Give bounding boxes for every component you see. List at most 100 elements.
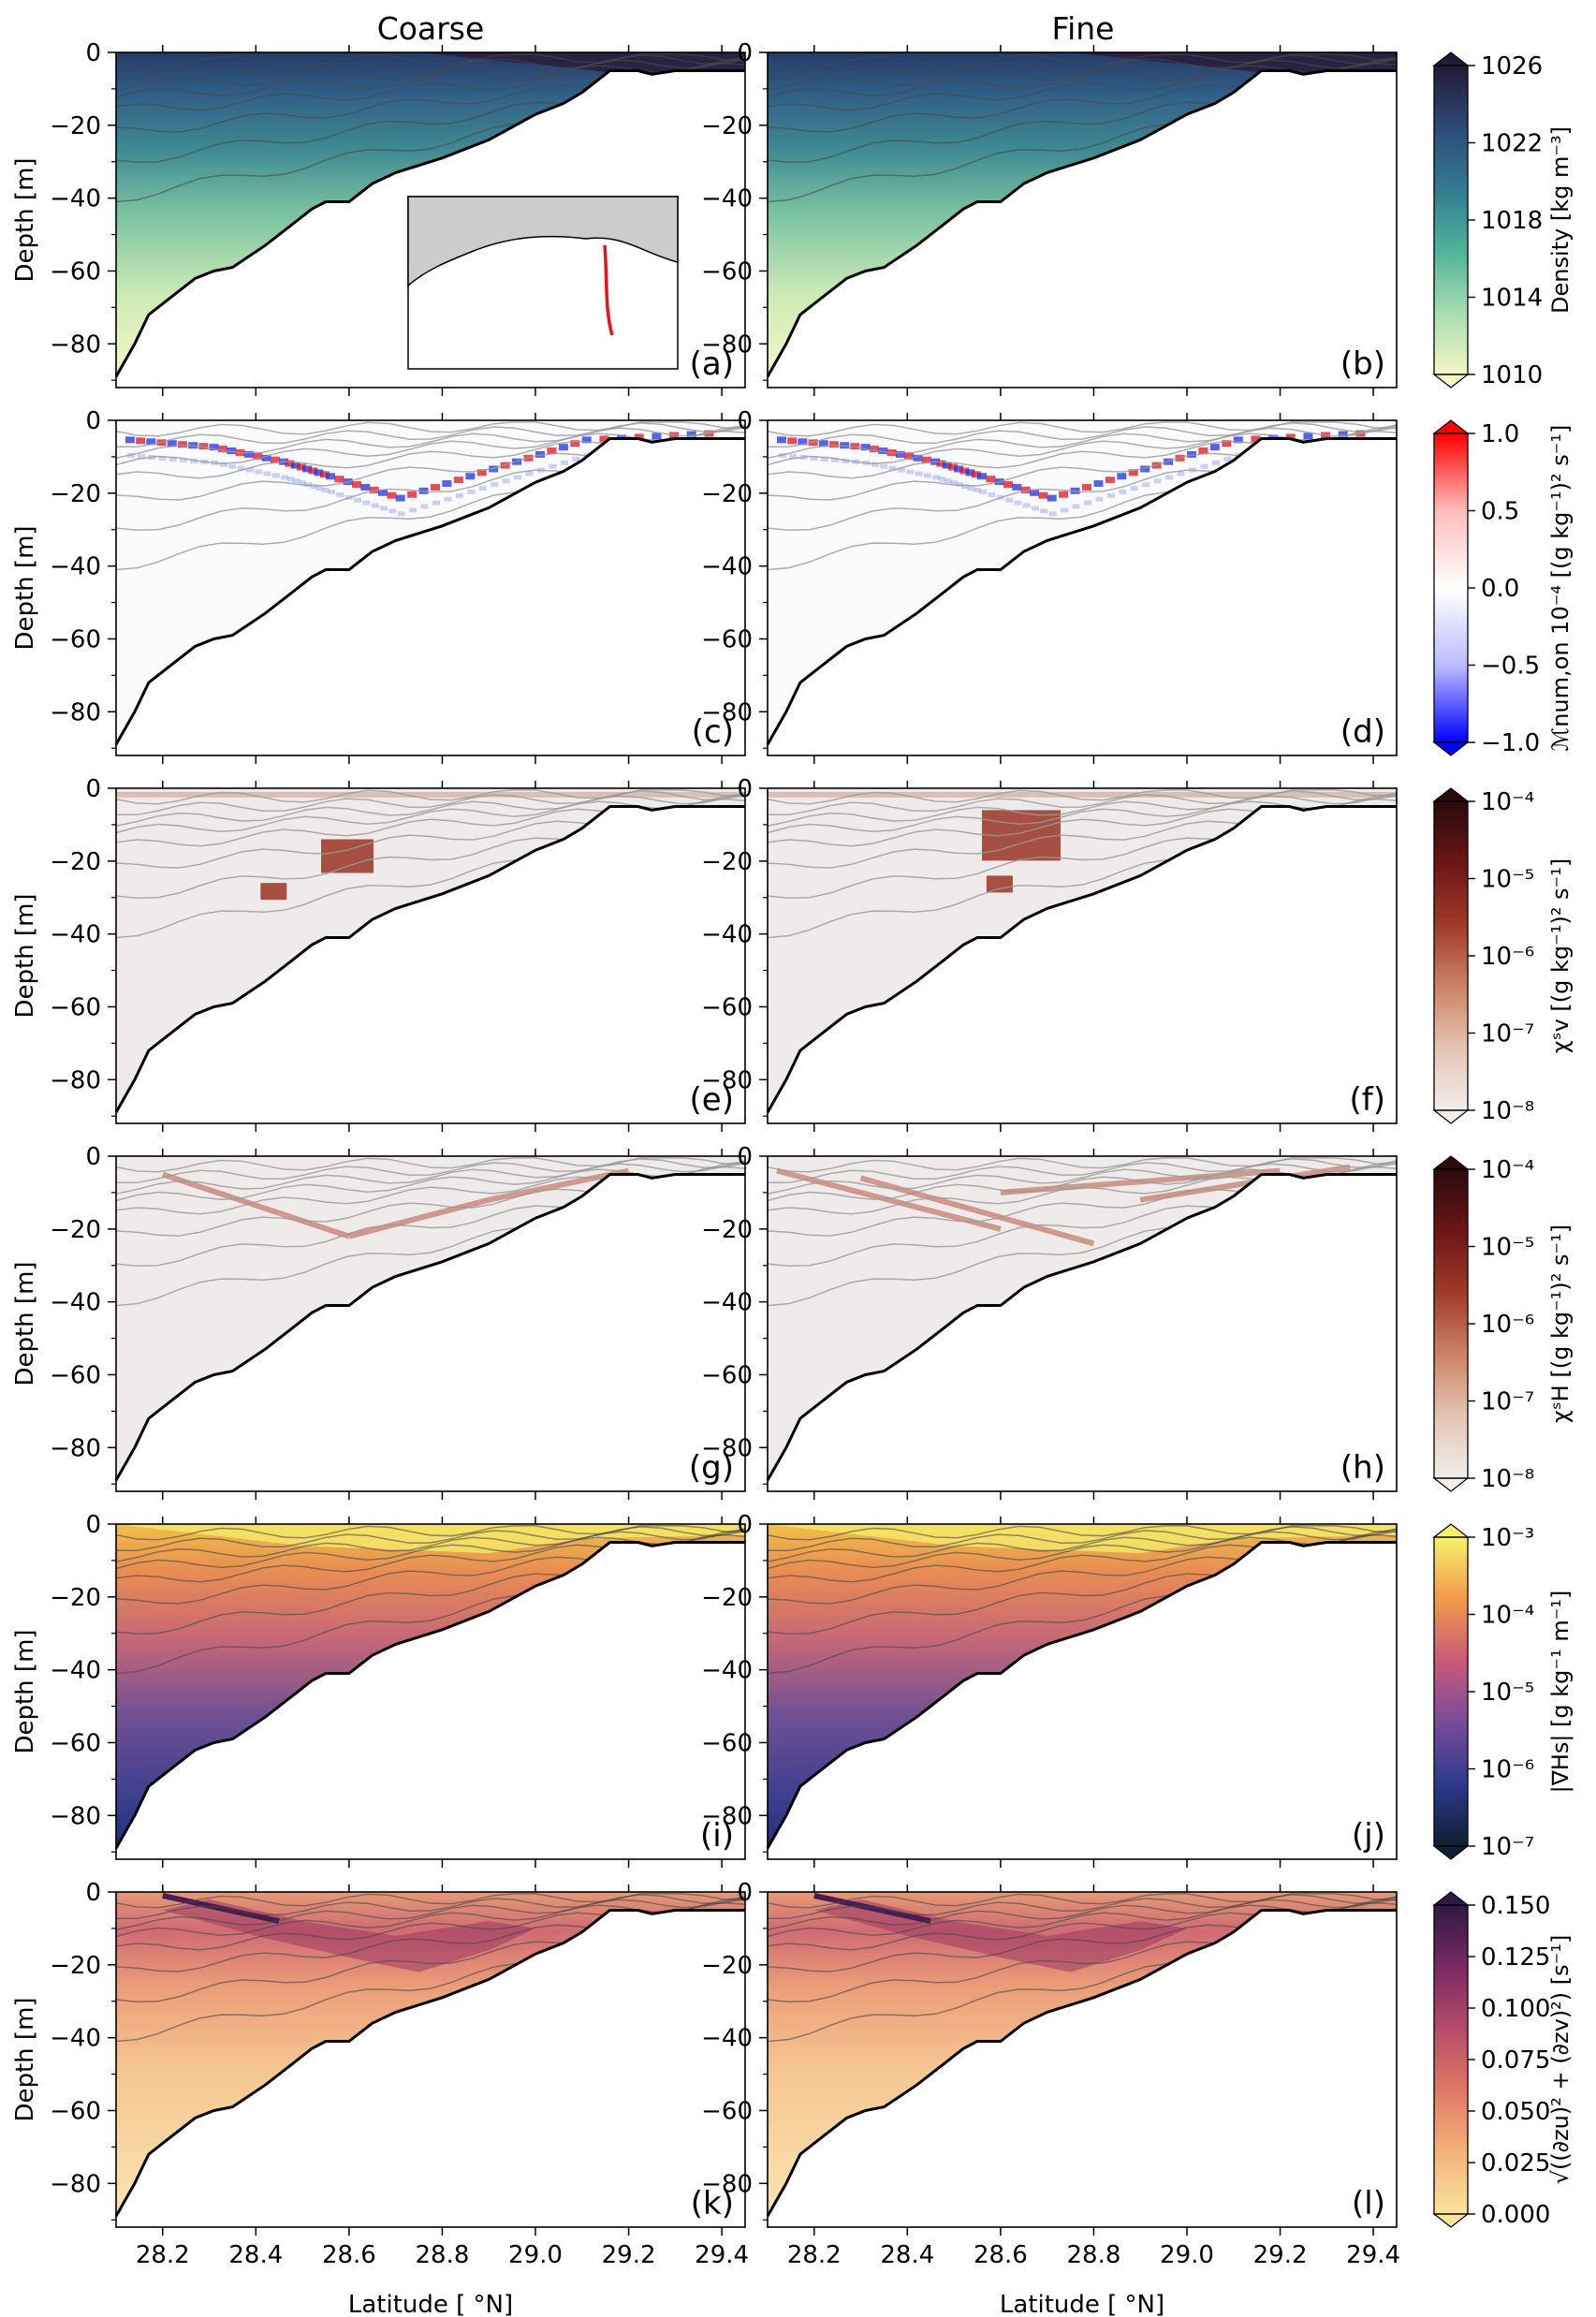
- axes-frame: [767, 787, 1398, 1124]
- axes-frame: [115, 51, 746, 389]
- x-tick-label: 28.6: [974, 2241, 1028, 2269]
- y-tick-label: −20: [50, 1216, 101, 1244]
- colorbar-tick-label: 0.150: [1481, 1892, 1550, 1920]
- bathymetry-line: [766, 437, 1397, 746]
- y-tick-label: −40: [50, 185, 101, 213]
- y-tick-label: −80: [701, 2170, 753, 2198]
- colorbar-tick-label: 10⁻⁵: [1481, 1679, 1534, 1707]
- isopycnal-contour: [116, 792, 745, 828]
- isopycnal-contour: [768, 1528, 1397, 1563]
- axes-frame: [767, 1155, 1398, 1492]
- y-tick-label: −80: [701, 330, 753, 359]
- isopycnal-contour: [116, 56, 745, 92]
- y-axis-label: Depth [m]: [11, 1261, 39, 1386]
- colorbar-column: 1010 1014 1018 1022 1026 Density [kg m⁻³] −1.0…: [1432, 51, 1574, 2229]
- colorbar-tick-label: 10⁻³: [1481, 1524, 1534, 1552]
- y-tick-label: −60: [701, 1361, 753, 1389]
- isopycnal-contour: [768, 1158, 1397, 1184]
- panel-tag: (f): [1350, 1081, 1386, 1119]
- y-tick-label: −40: [701, 2025, 753, 2053]
- y-tick-label: 0: [737, 1143, 753, 1171]
- y-axis-label: Depth [m]: [11, 893, 39, 1018]
- panel-e: 0 −20 −40 −60 −80 Depth [m] (e): [11, 775, 746, 1132]
- colorbar-label: |∇Hs| [g kg⁻¹ m⁻¹]: [1547, 1591, 1574, 1794]
- column-title-fine: Fine: [1052, 10, 1115, 47]
- field-shading: [116, 788, 745, 1113]
- y-tick-label: −80: [701, 1066, 753, 1094]
- panel-tag: (j): [1352, 1817, 1385, 1855]
- axes-frame: [115, 1523, 746, 1860]
- y-tick-label: −80: [50, 330, 101, 359]
- isopycnal-contour: [116, 1893, 745, 1909]
- x-tick-label: 29.2: [602, 2241, 656, 2269]
- isopycnal-contour: [768, 790, 1397, 816]
- colorbar-label: χˢH [(g kg⁻¹)² s⁻¹]: [1547, 1224, 1574, 1423]
- colorbar-5: 10⁻⁷ 10⁻⁶ 10⁻⁵ 10⁻⁴ 10⁻³ |∇Hs| [g kg⁻¹ m⁻¹]: [1432, 1523, 1574, 1861]
- y-tick-label: 0: [737, 1879, 753, 1907]
- colorbar-tick-label: 10⁻⁷: [1481, 1388, 1534, 1416]
- isopycnal-contour: [768, 1893, 1397, 1909]
- bathymetry-line: [766, 805, 1397, 1114]
- axes-frame: [115, 1891, 746, 2228]
- y-axis-label: Depth [m]: [11, 1997, 39, 2121]
- colorbar-tick-label: 1022: [1481, 130, 1543, 158]
- panel-tag: (d): [1340, 713, 1385, 751]
- colorbar-2: −1.0 −0.5 0.0 0.5 1.0 ℳnum,on 10⁻⁴ [(g kg⁻¹)²…: [1432, 419, 1574, 757]
- y-tick-label: −60: [701, 257, 753, 286]
- y-tick-label: −20: [50, 848, 101, 876]
- isopycnal-contour: [768, 421, 1397, 437]
- colorbar-tick-label: −1.0: [1481, 729, 1540, 757]
- isopycnal-contour: [768, 53, 1397, 69]
- colorbar-tick-label: 10⁻⁸: [1481, 1465, 1534, 1493]
- x-axis-label: Latitude [ °N]: [348, 2291, 513, 2317]
- field-shading: [768, 1524, 1397, 1849]
- field-shading: [768, 1156, 1397, 1481]
- y-tick-label: 0: [85, 39, 101, 67]
- colorbar-4: 10⁻⁸ 10⁻⁷ 10⁻⁶ 10⁻⁵ 10⁻⁴ χˢH [(g kg⁻¹)² s⁻¹]: [1432, 1155, 1574, 1493]
- panel-b: 0 −20 −40 −60 −80 (b): [701, 39, 1398, 396]
- panel-l: 0 −20 −40 −60 −80 28.2 28.4 28.6 28.8 29.0 29.2 29.…: [701, 1879, 1400, 2317]
- y-tick-label: −60: [50, 993, 101, 1021]
- y-tick-label: −60: [701, 1729, 753, 1757]
- y-tick-label: −40: [701, 553, 753, 581]
- colorbar-tick-label: 0.000: [1481, 2201, 1550, 2229]
- x-tick-label: 28.2: [136, 2241, 190, 2269]
- bathymetry-line: [114, 69, 745, 378]
- colorbar-tick-label: 10⁻⁵: [1481, 1234, 1534, 1262]
- bathymetry-line: [114, 805, 745, 1114]
- isopycnal-contour: [768, 422, 1397, 448]
- colorbar-tick-label: 10⁻⁶: [1481, 943, 1534, 971]
- colorbar-6: 0.000 0.025 0.050 0.075 0.100 0.125 0.150 √((∂z…: [1432, 1891, 1574, 2229]
- isopycnal-contour: [768, 1160, 1397, 1195]
- x-tick-label: 29.2: [1253, 2241, 1308, 2269]
- x-tick-label: 29.4: [1346, 2241, 1400, 2269]
- y-tick-label: 0: [737, 407, 753, 435]
- y-tick-label: 0: [85, 775, 101, 803]
- y-tick-label: −40: [50, 1657, 101, 1685]
- x-axis-label: Latitude [ °N]: [1000, 2291, 1164, 2317]
- panel-j: 0 −20 −40 −60 −80 (j): [701, 1511, 1398, 1868]
- axes-frame: [115, 419, 746, 756]
- colorbar-gradient: [1434, 433, 1468, 742]
- isopycnal-contour: [116, 1894, 745, 1920]
- y-tick-label: −20: [701, 480, 753, 508]
- colorbar-tick-label: 1018: [1481, 207, 1543, 235]
- column-title-coarse: Coarse: [377, 10, 485, 47]
- field-shading: [116, 420, 745, 745]
- isopycnal-contour: [768, 1157, 1397, 1173]
- y-tick-label: 0: [737, 1511, 753, 1539]
- isopycnal-contour: [768, 1526, 1397, 1552]
- y-tick-label: −60: [701, 625, 753, 653]
- y-axis-label: Depth [m]: [11, 157, 39, 282]
- colorbar-tick-label: 0.125: [1481, 1943, 1550, 1972]
- y-tick-label: −20: [50, 1952, 101, 1980]
- isopycnal-contour: [768, 56, 1397, 92]
- colorbar-tick-label: 1026: [1481, 52, 1543, 81]
- colorbar-tick-label: 0.100: [1481, 1995, 1550, 2023]
- colorbar-tick-label: 10⁻⁴: [1481, 1156, 1534, 1184]
- field-shading: [116, 1524, 745, 1849]
- colorbar-tick-label: 10⁻⁶: [1481, 1311, 1534, 1339]
- colorbar-tick-label: 10⁻⁴: [1481, 1602, 1534, 1630]
